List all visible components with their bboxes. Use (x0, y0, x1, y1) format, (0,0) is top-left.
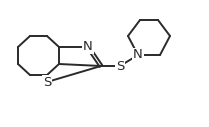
Text: N: N (83, 41, 93, 53)
Text: S: S (43, 75, 51, 89)
Text: N: N (133, 49, 143, 61)
Text: S: S (116, 60, 124, 73)
